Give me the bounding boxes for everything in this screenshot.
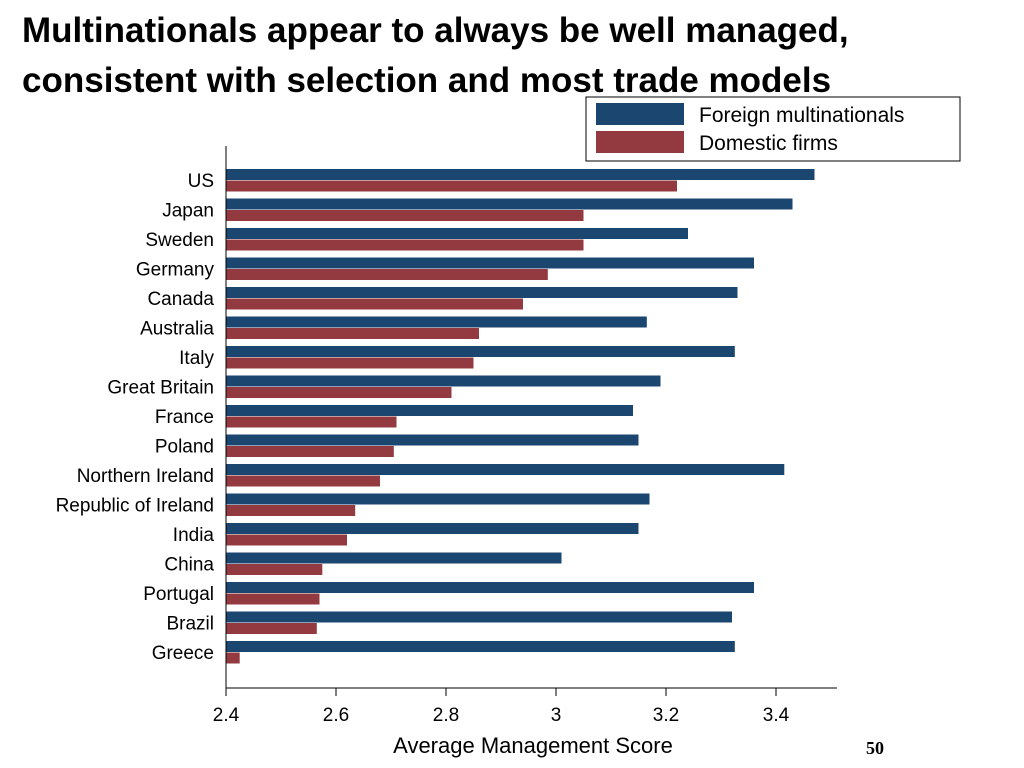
bar-domestic-firms-france <box>226 416 397 428</box>
bar-foreign-multinationals-northern-ireland <box>226 464 785 475</box>
bar-domestic-firms-australia <box>226 328 479 339</box>
bar-foreign-multinationals-portugal <box>226 582 754 593</box>
x-tick-label-3-4: 3.4 <box>763 705 790 726</box>
bar-foreign-multinationals-china <box>226 552 562 564</box>
bar-domestic-firms-japan <box>226 210 584 221</box>
slide-title-line-2: consistent with selection and most trade… <box>22 61 832 100</box>
bar-domestic-firms-italy <box>226 357 474 369</box>
x-tick-label-3-2: 3.2 <box>653 705 679 726</box>
y-tick-label-canada: Canada <box>147 289 214 310</box>
page-number: 50 <box>866 738 884 758</box>
bar-foreign-multinationals-sweden <box>226 228 688 239</box>
y-tick-label-france: France <box>155 407 214 428</box>
bar-foreign-multinationals-italy <box>226 346 735 357</box>
bar-foreign-multinationals-brazil <box>226 611 732 623</box>
legend: Foreign multinationals Domestic firms <box>585 96 961 162</box>
bars-layer <box>226 169 815 664</box>
bar-foreign-multinationals-greece <box>226 641 735 652</box>
bar-foreign-multinationals-australia <box>226 316 647 328</box>
y-tick-label-great-britain: Great Britain <box>107 378 214 399</box>
x-axis-label: Average Management Score <box>393 733 673 758</box>
bar-domestic-firms-us <box>226 180 677 192</box>
bar-domestic-firms-portugal <box>226 593 320 605</box>
slide-title: Multinationals appear to always be well … <box>22 6 1012 106</box>
bar-foreign-multinationals-germany <box>226 257 754 269</box>
legend-label-domestic-firms: Domestic firms <box>699 132 838 155</box>
bar-domestic-firms-poland <box>226 446 394 457</box>
axes-layer: US Japan Sweden Germany Canada Australia Italy… <box>56 146 837 726</box>
x-tick-label-3: 3 <box>551 705 562 726</box>
bar-foreign-multinationals-republic-of-ireland <box>226 493 650 505</box>
y-tick-label-portugal: Portugal <box>143 584 214 605</box>
bar-domestic-firms-china <box>226 564 323 575</box>
y-tick-label-australia: Australia <box>140 319 214 340</box>
legend-swatch-domestic-firms <box>596 131 684 153</box>
bar-domestic-firms-great-britain <box>226 387 452 398</box>
slide-title-line-1: Multinationals appear to always be well … <box>22 11 849 50</box>
y-tick-label-china: China <box>164 555 214 576</box>
bar-foreign-multinationals-great-britain <box>226 375 661 387</box>
y-tick-label-poland: Poland <box>155 437 214 458</box>
y-tick-label-sweden: Sweden <box>145 230 214 251</box>
y-tick-label-india: India <box>173 525 215 546</box>
y-tick-label-us: US <box>188 171 214 192</box>
y-tick-label-republic-of-ireland: Republic of Ireland <box>56 496 214 517</box>
bar-domestic-firms-india <box>226 534 347 546</box>
bar-domestic-firms-sweden <box>226 239 584 251</box>
y-tick-label-germany: Germany <box>136 260 215 281</box>
bar-foreign-multinationals-japan <box>226 198 793 210</box>
bar-foreign-multinationals-us <box>226 169 815 180</box>
bar-foreign-multinationals-india <box>226 523 639 534</box>
y-tick-label-brazil: Brazil <box>166 614 214 635</box>
x-tick-label-2-6: 2.6 <box>323 705 349 726</box>
x-tick-label-2-8: 2.8 <box>433 705 459 726</box>
bar-domestic-firms-brazil <box>226 623 317 634</box>
y-tick-label-italy: Italy <box>179 348 214 369</box>
bar-domestic-firms-germany <box>226 269 548 280</box>
y-tick-label-greece: Greece <box>152 643 214 664</box>
bar-domestic-firms-greece <box>226 652 240 664</box>
bar-foreign-multinationals-france <box>226 405 633 416</box>
x-tick-label-2-4: 2.4 <box>213 705 240 726</box>
bar-domestic-firms-canada <box>226 298 523 310</box>
y-tick-label-northern-ireland: Northern Ireland <box>77 466 214 487</box>
legend-swatch-foreign-multinationals <box>596 103 684 125</box>
bar-foreign-multinationals-canada <box>226 287 738 298</box>
bar-domestic-firms-northern-ireland <box>226 475 380 487</box>
bar-foreign-multinationals-poland <box>226 434 639 446</box>
y-tick-label-japan: Japan <box>162 201 214 222</box>
legend-label-foreign-multinationals: Foreign multinationals <box>699 104 904 127</box>
bar-domestic-firms-republic-of-ireland <box>226 505 356 516</box>
